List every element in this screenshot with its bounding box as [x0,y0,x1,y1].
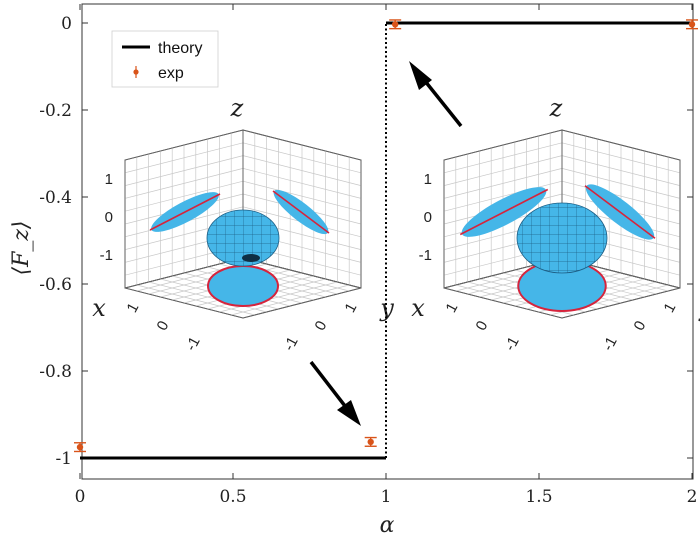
inset-z-tick: 0 [105,209,113,226]
grid-line [231,284,350,316]
inset-y-tick: 1 [342,300,361,315]
tick-labels: 0 0.5 1 1.5 2 0 -0.2 -0.4 -0.6 -0.8 -1 [39,14,697,507]
legend-label-theory: theory [158,40,202,57]
y-axis-title: ⟨F_z⟩ [9,220,34,275]
inset-y-tick: 0 [631,318,650,333]
y-tick-label: -0.4 [39,188,72,208]
x-axis-title: α [380,513,395,538]
inset-x-tick: 1 [124,300,143,315]
exp-marker [367,438,374,446]
x-tick-label: 0 [75,487,86,507]
ellipsoid-pole [242,254,260,262]
y-tick-label: -0.2 [39,101,72,121]
inset-y-tick: 1 [661,300,680,315]
inset-x-tick: -1 [501,334,522,354]
exp-marker [76,443,84,451]
arrow-annotation-lower [309,360,361,426]
exp-point [364,436,377,447]
projection-xz-line [149,193,221,231]
series-exp-points [74,19,698,453]
plot-frame [81,3,694,480]
arrow-annotation-upper [409,61,463,128]
y-tick-label: -1 [55,449,72,469]
projection-xz-line [459,188,549,236]
inset-z-tick: -1 [100,247,113,264]
inset-y-tick: 0 [312,318,331,333]
inset-x-tick: 0 [154,318,173,333]
inset-axis-label-z: z [230,94,244,122]
ellipsoid-state [516,202,608,274]
inset-z-tick: 1 [424,171,432,188]
x-tick-label: 1 [381,487,392,507]
exp-point [74,442,86,453]
y-tick-label: -0.6 [39,275,72,295]
inset-axis-label-x: x [92,294,106,322]
series-theory-line [80,21,692,460]
x-tick-label: 1.5 [525,487,552,507]
legend: theory exp [111,30,219,88]
inset-z-tick: 1 [105,171,113,188]
inset-x-tick: -1 [182,334,203,354]
inset-right-sphere-plot: zxy10-110-110-1 [411,94,700,354]
inset-z-tick: 0 [424,209,432,226]
exp-point [686,19,698,30]
inset-axis-label-y: y [698,294,700,322]
projection-yz-line [584,185,656,239]
projection-xy [207,265,279,307]
inset-left-sphere-plot: zxy10-110-110-1 [92,94,394,354]
exp-point [389,19,402,30]
y-tick-label: -0.8 [39,362,72,382]
projection-yz-line [272,190,330,234]
exp-marker [688,21,696,28]
ellipsoid-state [206,209,280,267]
legend-label-exp: exp [158,65,184,82]
inset-floor-edge [443,257,681,319]
inset-axis-label-z: z [549,94,563,122]
legend-box [111,30,219,88]
inset-x-tick: 1 [443,300,462,315]
y-tick-label: 0 [61,14,72,34]
x-tick-label: 2 [687,487,698,507]
inset-axis-label-x: x [411,294,425,322]
inset-z-tick: -1 [419,247,432,264]
legend-swatch-exp [133,66,139,78]
grid-line [148,281,267,313]
inset-y-tick: -1 [599,334,620,354]
inset-floor-edge [124,257,362,319]
grid-line [219,281,338,313]
x-tick-label: 0.5 [219,487,246,507]
inset-x-tick: 0 [473,318,492,333]
exp-marker [391,21,399,28]
inset-y-tick: -1 [280,334,301,354]
grid-line [136,284,255,316]
